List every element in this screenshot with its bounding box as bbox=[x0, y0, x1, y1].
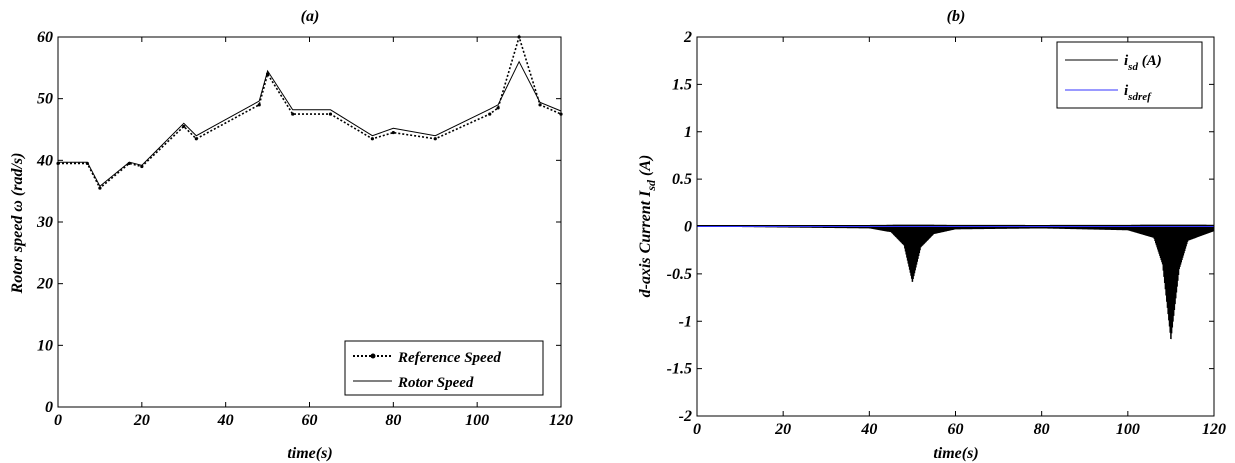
panel-a0-ytick-label: 20 bbox=[36, 276, 53, 293]
panel-b-ylabel-sub: sd bbox=[644, 179, 658, 192]
panel-b1-xtick-label: 20 bbox=[774, 421, 791, 438]
panel-a0-ytick-label: 60 bbox=[37, 29, 53, 46]
legend-label-isdref-main: i bbox=[1124, 83, 1129, 99]
panel-a0-xtick-label: 40 bbox=[217, 412, 234, 429]
panel-a0-ytick-label: 10 bbox=[37, 337, 53, 354]
panel-b-plot-area: 0 20 40 60 80 100 120 -2 -1.5 -1 -0.5 0 0.5 1 1.5 2 bbox=[667, 29, 1226, 438]
panel-a: (a) time(s) Rotor speed ω (rad/s) 0 20 40 6… bbox=[9, 8, 573, 462]
panel-b-axes-box bbox=[696, 36, 1215, 417]
reference-speed-point bbox=[538, 103, 542, 107]
reference-speed-point bbox=[488, 112, 492, 116]
legend-label-isd: isd (A) bbox=[1124, 53, 1162, 73]
panel-a0-xtick-label: 120 bbox=[549, 412, 573, 429]
panel-b-title: (b) bbox=[947, 8, 966, 25]
legend-label-rotor-speed: Rotor Speed bbox=[397, 375, 474, 391]
panel-b1-xtick-label: 40 bbox=[860, 421, 877, 438]
panel-b-ylabel-part1: d-axis Current I bbox=[637, 190, 654, 297]
panel-a0-xtick-label: 100 bbox=[465, 412, 489, 429]
reference-speed-point bbox=[370, 137, 374, 141]
panel-a-legend: Reference Speed Rotor Speed bbox=[344, 340, 544, 396]
legend-label-isd-main: i bbox=[1124, 53, 1129, 69]
panel-b1-ytick-label: -1 bbox=[679, 313, 692, 330]
panel-b-legend-box bbox=[1056, 41, 1203, 109]
legend-marker-reference-speed bbox=[370, 353, 376, 359]
panel-b-xlabel: time(s) bbox=[933, 445, 978, 462]
series-isd-line bbox=[696, 224, 1215, 340]
reference-speed-point bbox=[291, 112, 295, 116]
panel-b1-ytick-label: -2 bbox=[679, 408, 692, 425]
reference-speed-point bbox=[98, 186, 102, 190]
series-rotor-speed-line bbox=[58, 60, 562, 187]
panel-b-ylabel-unit: (A) bbox=[637, 155, 654, 180]
panel-a0-ytick-label: 0 bbox=[45, 399, 53, 416]
panel-b: (b) time(s) d-axis Current Isd (A) 0 20 40… bbox=[637, 8, 1226, 462]
panel-a0-ytick-label: 50 bbox=[37, 91, 53, 108]
reference-speed-point bbox=[182, 124, 186, 129]
panel-a-xlabel: time(s) bbox=[287, 445, 332, 462]
panel-b1-xtick-label: 0 bbox=[693, 421, 701, 438]
panel-b1-ytick-label: 1.5 bbox=[672, 76, 692, 93]
panel-b1-xtick-label: 120 bbox=[1202, 421, 1226, 438]
panel-a-ylabel-unit: (rad/s) bbox=[9, 153, 26, 201]
legend-label-isdref: isdref bbox=[1124, 83, 1152, 103]
legend-label-isd-sub: sd bbox=[1127, 61, 1138, 73]
panel-a-ylabel-part1: Rotor speed bbox=[9, 212, 26, 295]
panel-a0-ytick-label: 40 bbox=[36, 152, 53, 169]
panel-a-ylabel: Rotor speed ω (rad/s) bbox=[9, 153, 26, 295]
panel-b1-ytick-label: 2 bbox=[683, 29, 692, 46]
reference-speed-point bbox=[433, 137, 437, 141]
reference-speed-point bbox=[328, 112, 333, 116]
panel-a-plot-area: 0 20 40 60 80 100 120 0 10 20 30 40 50 60 bbox=[36, 29, 573, 429]
panel-b-legend: isd (A) isdref bbox=[1056, 41, 1203, 109]
panel-b1-xtick-label: 80 bbox=[1034, 421, 1050, 438]
panel-b1-xtick-label: 60 bbox=[948, 421, 964, 438]
reference-speed-point bbox=[391, 130, 395, 135]
panel-a-legend-box bbox=[344, 340, 544, 396]
panel-b1-ytick-label: -0.5 bbox=[667, 266, 692, 283]
panel-a0-xtick-label: 80 bbox=[385, 412, 401, 429]
panel-b1-ytick-label: 0.5 bbox=[672, 171, 692, 188]
reference-speed-point bbox=[496, 106, 500, 110]
legend-label-reference-speed: Reference Speed bbox=[397, 350, 501, 366]
legend-label-isd-suffix: (A) bbox=[1138, 53, 1162, 69]
panel-a-title: (a) bbox=[301, 8, 320, 25]
panel-b-ylabel: d-axis Current Isd (A) bbox=[637, 155, 658, 298]
panel-a0-xtick-label: 60 bbox=[302, 412, 318, 429]
panel-a0-ytick-label: 30 bbox=[36, 214, 53, 231]
panel-a-ylabel-omega: ω bbox=[9, 200, 26, 212]
legend-label-isdref-sub: sdref bbox=[1127, 91, 1152, 103]
panel-a-axes-box bbox=[57, 36, 562, 408]
panel-b1-ytick-label: -1.5 bbox=[667, 361, 692, 378]
panel-a0-xtick-label: 20 bbox=[133, 412, 150, 429]
panel-b1-ytick-label: 0 bbox=[684, 219, 692, 236]
reference-speed-point bbox=[257, 103, 261, 107]
panel-b1-ytick-label: 1 bbox=[684, 124, 692, 141]
reference-speed-point bbox=[140, 164, 144, 169]
panel-b1-xtick-label: 100 bbox=[1116, 421, 1140, 438]
reference-speed-point bbox=[194, 137, 198, 141]
panel-a0-xtick-label: 0 bbox=[54, 412, 62, 429]
